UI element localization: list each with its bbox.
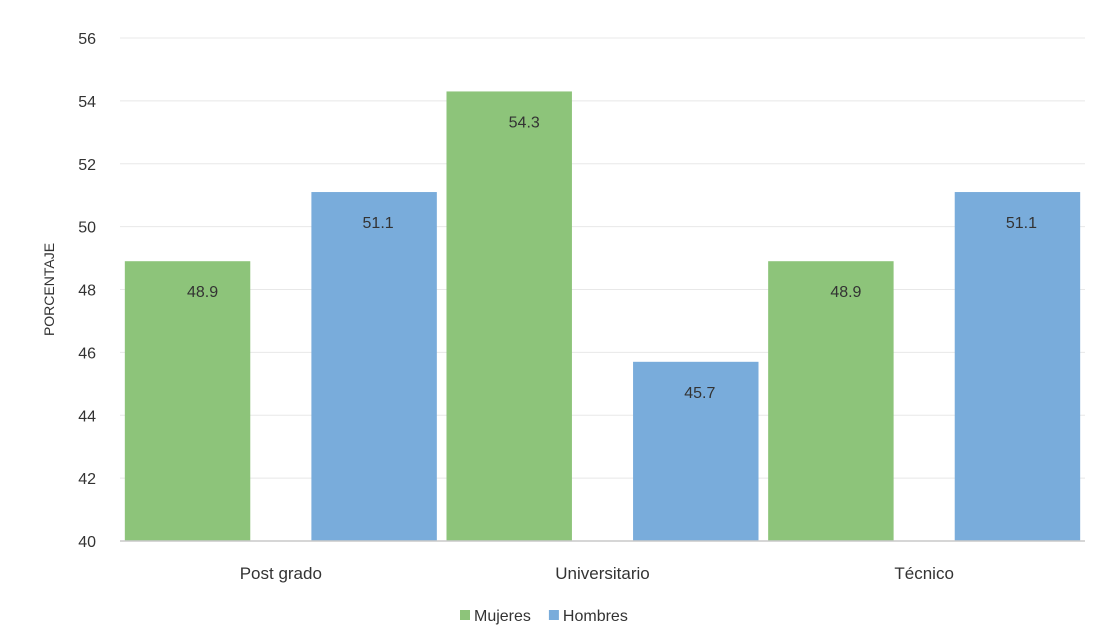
x-tick-label: Técnico (894, 564, 954, 583)
y-tick-label: 52 (78, 157, 96, 174)
y-tick-label: 56 (78, 31, 96, 48)
y-axis-title: PORCENTAJE (41, 243, 57, 336)
data-label-hombres: 45.7 (684, 385, 715, 402)
y-tick-label: 50 (78, 220, 96, 237)
legend: Mujeres Hombres (460, 608, 628, 625)
data-label-mujeres: 48.9 (830, 284, 861, 301)
bar-mujeres (124, 261, 251, 541)
y-tick-label: 54 (78, 94, 96, 111)
x-axis-ticks: Post grado Universitario Técnico (240, 564, 954, 583)
data-label-hombres: 51.1 (363, 215, 394, 232)
y-tick-label: 42 (78, 471, 96, 488)
data-label-mujeres: 48.9 (187, 284, 218, 301)
data-label-hombres: 51.1 (1006, 215, 1037, 232)
bar-mujeres (768, 261, 894, 541)
x-tick-label: Post grado (240, 564, 322, 583)
x-tick-label: Universitario (555, 564, 649, 583)
legend-swatch-hombres (548, 610, 559, 620)
legend-label-hombres: Hombres (563, 608, 628, 625)
bar-hombres (954, 192, 1081, 541)
y-axis-ticks: 40 42 44 46 48 50 52 54 56 (78, 31, 96, 551)
data-labels: 48.9 54.3 48.9 51.1 45.7 51.1 (187, 114, 1037, 401)
y-tick-label: 46 (78, 345, 96, 362)
legend-swatch-mujeres (460, 610, 470, 620)
y-tick-label: 48 (78, 283, 96, 300)
y-tick-label: 40 (78, 534, 96, 551)
legend-label-mujeres: Mujeres (474, 608, 531, 625)
bar-hombres (311, 192, 437, 541)
bar-hombres (633, 361, 759, 541)
bar-mujeres (446, 91, 572, 541)
bars (124, 91, 1081, 541)
data-label-mujeres: 54.3 (509, 114, 540, 131)
y-tick-label: 44 (78, 408, 96, 425)
gridlines (120, 37, 1085, 479)
